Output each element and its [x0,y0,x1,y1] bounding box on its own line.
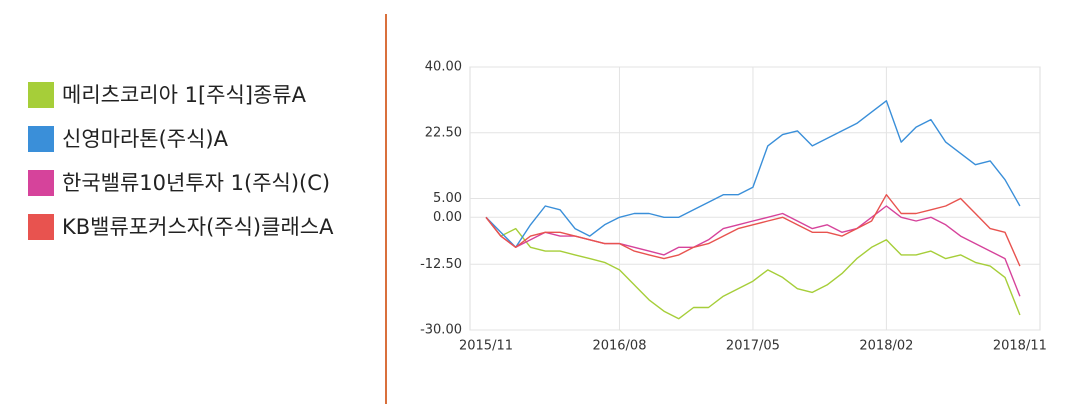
y-tick-label: -12.50 [420,257,462,272]
x-tick-label: 2018/11 [993,339,1047,354]
y-tick-label: 5.00 [433,191,462,206]
y-tick-label: 22.50 [425,125,462,140]
y-tick-label: 40.00 [425,60,462,75]
series-line [485,194,1021,267]
legend-label: 한국밸류10년투자 1(주식)(C) [62,171,331,195]
legend-swatch [28,126,54,152]
y-tick-label: -30.00 [420,323,462,338]
divider [385,14,387,404]
x-tick-label: 2016/08 [592,339,646,354]
y-tick-label: 0.00 [433,210,462,225]
legend-swatch [28,170,54,196]
legend-label: 메리츠코리아 1[주식]종류A [62,83,306,107]
legend-item: 신영마라톤(주식)A [28,122,358,156]
series-line [485,100,1021,248]
legend: 메리츠코리아 1[주식]종류A 신영마라톤(주식)A 한국밸류10년투자 1(주식)… [28,78,358,254]
legend-label: 신영마라톤(주식)A [62,127,228,151]
legend-swatch [28,82,54,108]
legend-item: 메리츠코리아 1[주식]종류A [28,78,358,112]
x-tick-label: 2015/11 [459,339,513,354]
series-line [485,216,1021,320]
legend-label: KB밸류포커스자(주식)클래스A [62,215,334,239]
x-tick-label: 2018/02 [859,339,913,354]
x-tick-label: 2017/05 [726,339,780,354]
legend-swatch [28,214,54,240]
legend-item: 한국밸류10년투자 1(주식)(C) [28,166,358,200]
legend-item: KB밸류포커스자(주식)클래스A [28,210,358,244]
